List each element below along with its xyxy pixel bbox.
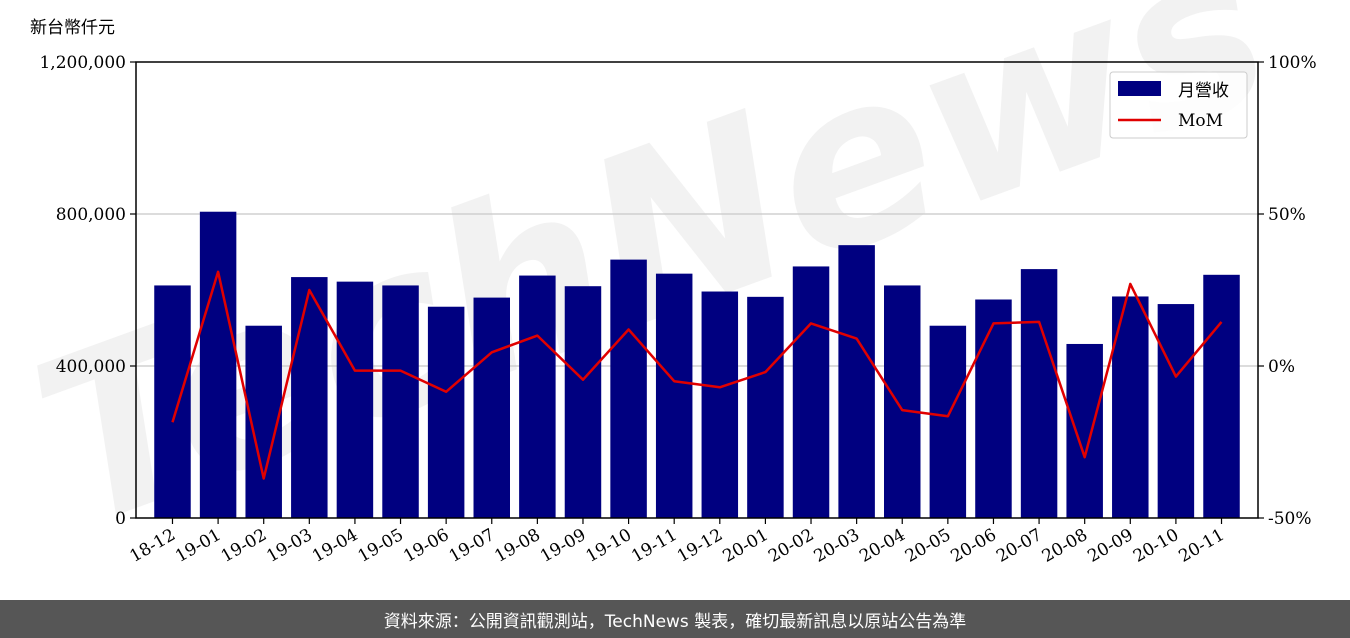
x-tick-label: 19-03 [263,525,315,567]
revenue-bar [838,245,875,518]
revenue-bar [154,285,191,518]
revenue-bar [975,299,1012,518]
y-unit-label: 新台幣仟元 [30,18,115,38]
x-tick-label: 19-05 [355,525,407,567]
revenue-bar [929,325,967,518]
x-tick-label: 20-03 [811,525,863,567]
x-tick-label: 20-01 [719,525,771,567]
revenue-bar [655,273,693,518]
revenue-bar [564,286,602,518]
revenue-bar [519,275,556,518]
mom-line [171,270,1223,480]
revenue-bar [1203,274,1240,518]
x-tick-label: 20-08 [1039,525,1091,567]
legend-label: 月營收 [1178,81,1229,101]
x-tick-label: 19-11 [628,525,680,567]
legend: 月營收 MoM [1109,71,1248,139]
revenue-bar [610,259,647,518]
y-left-tick-label: 1,200,000 [39,53,126,73]
revenue-bar [701,291,739,518]
x-tick-label: 20-11 [1176,525,1228,567]
x-tick-label: 19-12 [674,525,726,567]
y-right-tick-label: 50% [1268,205,1306,225]
revenue-mom-chart: TechNews 0 400,000 800,000 1,200,000 -50% 0% 5… [6,0,1317,581]
x-tick-label: 19-09 [537,525,589,567]
mom-line-layer [171,270,1223,480]
revenue-bar [1066,343,1103,518]
revenue-bar [199,211,237,518]
revenue-bar [747,296,784,518]
x-tick-label: 20-02 [765,525,817,567]
x-tick-label: 19-06 [400,525,452,567]
revenue-bar [884,285,921,518]
revenue-bar [473,297,510,518]
y-right-tick-label: -50% [1268,509,1312,529]
revenue-bar [1157,304,1195,518]
x-tick-label: 20-05 [902,525,954,567]
x-tick-label: 19-07 [446,525,498,567]
revenue-bar [427,306,465,518]
x-tick-label: 20-06 [948,525,1000,567]
x-tick-label: 20-09 [1084,525,1136,567]
y-left-tick-label: 400,000 [56,357,126,377]
watermark-layer: TechNews [6,0,1301,581]
x-tick-label: 19-10 [583,525,635,567]
revenue-bar [382,285,419,518]
x-tick-label: 20-10 [1130,525,1182,567]
revenue-bar [291,277,328,518]
y-left-tick-label: 800,000 [56,205,126,225]
watermark-text: TechNews [6,0,1301,581]
x-tick-label: 19-08 [491,525,543,567]
footer-source: 資料來源：公開資訊觀測站，TechNews 製表，確切最新訊息以原站公告為準 [0,600,1350,638]
revenue-bar [336,281,374,518]
legend-label: MoM [1178,111,1223,131]
y-right-tick-label: 100% [1268,53,1317,73]
x-tick-label: 20-07 [993,525,1045,567]
y-right-tick-label: 0% [1268,357,1295,377]
plot-frame [135,61,1259,519]
legend-bar-swatch [1118,81,1161,96]
revenue-bar [792,266,830,518]
x-tick-label: 20-04 [856,525,908,567]
bars-layer [154,211,1240,518]
revenue-bar [1020,269,1058,518]
x-tick-label: 19-04 [309,525,361,567]
y-left-tick-label: 0 [115,509,126,529]
